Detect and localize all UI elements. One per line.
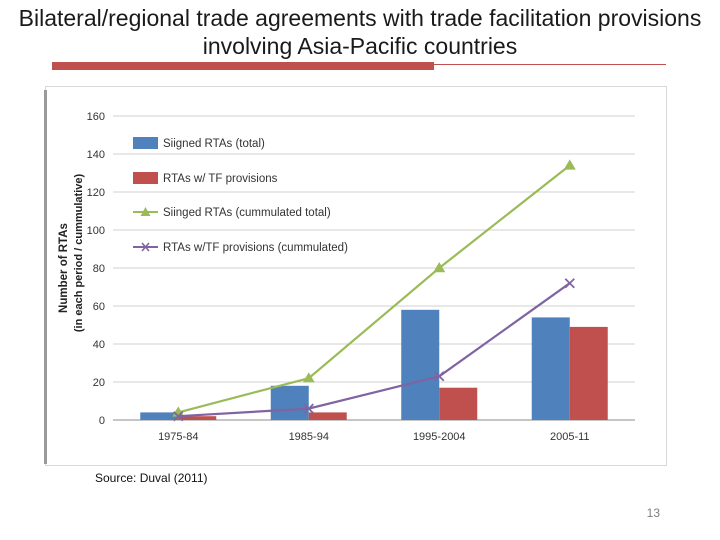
point-marker [173, 411, 184, 422]
chart-left-border [44, 90, 47, 464]
y-tick-label: 160 [87, 111, 105, 123]
y-tick-label: 80 [93, 263, 105, 275]
x-tick-label: 1975-84 [158, 431, 198, 443]
point-marker [564, 278, 575, 289]
point-marker [302, 372, 315, 383]
y-tick-label: 120 [87, 187, 105, 199]
bars [140, 309, 608, 420]
bar [140, 412, 179, 420]
point-marker [303, 403, 314, 414]
legend-label: Siinged RTAs (cummulated total) [163, 207, 331, 219]
legend-label: RTAs w/TF provisions (cummulated) [163, 242, 348, 254]
y-tick-label: 100 [87, 225, 105, 237]
y-tick-label: 0 [99, 415, 105, 427]
source-note: Source: Duval (2011) [95, 471, 208, 485]
page-number: 13 [646, 506, 660, 520]
legend-swatch [133, 172, 158, 184]
bar [401, 309, 440, 420]
legend-swatch [133, 137, 158, 149]
point-marker [433, 262, 446, 273]
slide-title: Bilateral/regional trade agreements with… [18, 5, 702, 59]
bar [270, 385, 309, 420]
y-tick-label: 60 [93, 301, 105, 313]
x-tick-label: 1995-2004 [413, 431, 466, 443]
rta-chart: 0 20 40 60 80 100 120 140 160 1975-84 1985-94 1995… [58, 111, 635, 443]
bar [531, 317, 570, 420]
legend-marker [140, 207, 151, 216]
x-tick-label: 1985-94 [289, 431, 329, 443]
y-tick-label: 20 [93, 377, 105, 389]
series-line [178, 282, 571, 418]
bar [439, 387, 478, 420]
series-lines [172, 159, 576, 422]
series-line [177, 164, 571, 414]
x-tick-label: 2005-11 [550, 431, 590, 443]
point-marker [563, 159, 576, 170]
y-axis-ticks: 0 20 40 60 80 100 120 140 160 [87, 111, 105, 427]
y-axis-label-line1: Number of RTAs [58, 223, 70, 313]
point-marker [434, 371, 445, 382]
bar [308, 412, 347, 420]
y-tick-label: 40 [93, 339, 105, 351]
x-axis-ticks: 1975-84 1985-94 1995-2004 2005-11 [158, 431, 589, 443]
legend-marker [141, 242, 150, 252]
y-axis-label-line2: (in each period / cummulative) [73, 174, 85, 333]
legend-label: Siigned RTAs (total) [163, 138, 265, 150]
title-underline-bar [52, 62, 434, 70]
bar [178, 416, 217, 420]
legend: Siigned RTAs (total) RTAs w/ TF provision… [133, 137, 348, 254]
bar [569, 326, 608, 420]
title-underline-rule [434, 64, 666, 65]
y-tick-label: 140 [87, 149, 105, 161]
legend-label: RTAs w/ TF provisions [163, 173, 278, 185]
y-axis-label: Number of RTAs (in each period / cummulat… [58, 174, 85, 333]
